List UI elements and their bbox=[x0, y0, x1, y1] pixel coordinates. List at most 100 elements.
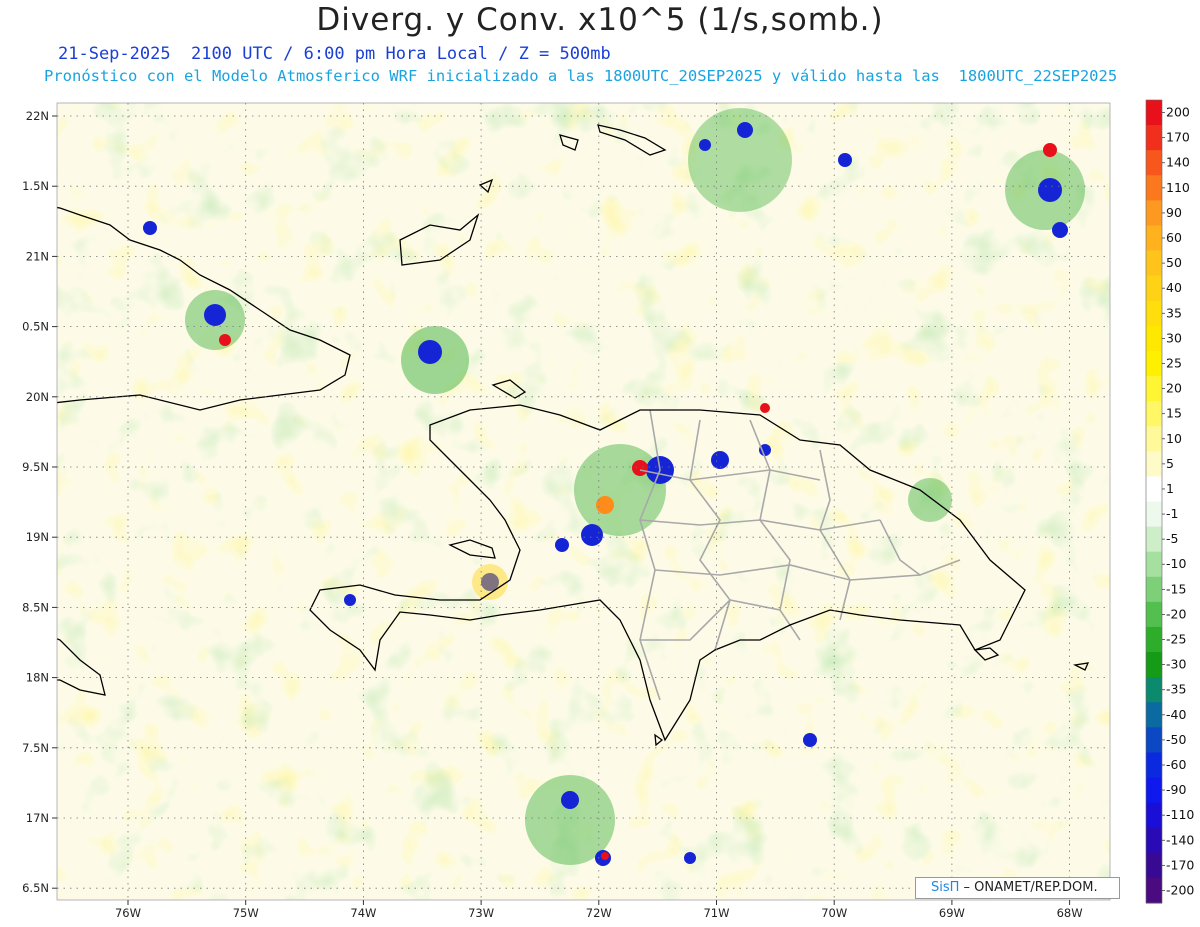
bahama-island-2 bbox=[597, 124, 667, 156]
lat-tick-label: 17N bbox=[26, 811, 49, 825]
colorbar-segment bbox=[1146, 802, 1162, 829]
colorbar-segment bbox=[1146, 551, 1162, 578]
lat-tick-label: 19N bbox=[26, 530, 49, 544]
colorbar-segment bbox=[1146, 727, 1162, 753]
colorbar-label: -200 bbox=[1166, 882, 1194, 897]
colorbar-segment bbox=[1146, 526, 1162, 553]
lon-tick-label: 73W bbox=[468, 906, 494, 920]
colorbar-label: -30 bbox=[1166, 657, 1186, 672]
colorbar-segment bbox=[1146, 601, 1162, 628]
colorbar-segment bbox=[1146, 576, 1162, 603]
colorbar-segment bbox=[1146, 200, 1162, 226]
colorbar-label: 1 bbox=[1166, 481, 1174, 496]
colorbar-segment bbox=[1146, 300, 1162, 327]
colorbar-segment bbox=[1146, 250, 1162, 277]
colorbar-segment bbox=[1146, 827, 1162, 854]
colorbar-segment bbox=[1146, 350, 1162, 377]
colorbar-label: 10 bbox=[1166, 431, 1182, 446]
plot-frame bbox=[56, 102, 1111, 901]
lon-tick-label: 71W bbox=[703, 906, 729, 920]
colorbar-label: 40 bbox=[1166, 280, 1182, 295]
colorbar-label: -140 bbox=[1166, 832, 1194, 847]
saona bbox=[973, 647, 1000, 661]
colorbar-segment bbox=[1146, 652, 1162, 678]
colorbar-label: -60 bbox=[1166, 757, 1186, 772]
convective-cells bbox=[143, 108, 1085, 866]
colorbar-label: 20 bbox=[1166, 381, 1182, 396]
colorbar-segment bbox=[1146, 175, 1162, 201]
lon-tick-label: 68W bbox=[1057, 906, 1083, 920]
lat-tick-label: 8.5N bbox=[22, 600, 49, 614]
colorbar-label: -20 bbox=[1166, 606, 1186, 621]
lon-tick-label: 74W bbox=[350, 906, 376, 920]
tortuga bbox=[491, 379, 527, 399]
colorbar-segment bbox=[1146, 626, 1162, 653]
colorbar-label: -15 bbox=[1166, 581, 1186, 596]
colorbar-segment bbox=[1146, 476, 1162, 502]
colorbar-segment bbox=[1146, 225, 1162, 252]
lon-tick-label: 69W bbox=[939, 906, 965, 920]
hispaniola-coast bbox=[309, 404, 1026, 742]
lat-tick-label: 0.5N bbox=[22, 320, 49, 334]
lon-tick-label: 72W bbox=[586, 906, 612, 920]
longitude-axis: 76W 75W 74W 73W 72W 71W 70W 69W 68W bbox=[115, 900, 1083, 920]
cuba-coast bbox=[57, 206, 351, 411]
graticule bbox=[57, 103, 1110, 900]
colorbar-label: -50 bbox=[1166, 732, 1186, 747]
colorbar-label: 90 bbox=[1166, 205, 1182, 220]
colorbar-segment bbox=[1146, 852, 1162, 879]
colorbar-label: -110 bbox=[1166, 807, 1194, 822]
colorbar-label: 50 bbox=[1166, 255, 1182, 270]
colorbar-segment bbox=[1146, 752, 1162, 779]
colorbar-label: 110 bbox=[1166, 180, 1190, 195]
colorbar-label: 200 bbox=[1166, 105, 1190, 120]
latitude-axis: 22N 1.5N 21N 0.5N 20N 9.5N 19N 8.5N 18N 7.5N 17N 6.… bbox=[22, 109, 57, 895]
colorbar-label: -25 bbox=[1166, 632, 1186, 647]
colorbar-label: 170 bbox=[1166, 130, 1190, 145]
colorbar-segment bbox=[1146, 275, 1162, 302]
colorbar-segment bbox=[1146, 677, 1162, 703]
lat-tick-label: 7.5N bbox=[22, 741, 49, 755]
colorbar-label: 35 bbox=[1166, 305, 1182, 320]
colorbar-label: 30 bbox=[1166, 330, 1182, 345]
colorbar-segment bbox=[1146, 426, 1162, 452]
colorbar-segment bbox=[1146, 125, 1162, 151]
province-boundaries bbox=[639, 409, 961, 701]
colorbar-label: -170 bbox=[1166, 857, 1194, 872]
colorbar-segment bbox=[1146, 401, 1162, 427]
colorbar-label: 60 bbox=[1166, 230, 1182, 245]
credit-text: – ONAMET/REP.DOM. bbox=[959, 880, 1098, 895]
lon-tick-label: 76W bbox=[115, 906, 141, 920]
colorbar-label: 25 bbox=[1166, 355, 1182, 370]
colorbar-segment bbox=[1146, 877, 1162, 904]
lat-tick-label: 9.5N bbox=[22, 460, 49, 474]
colorbar-segment bbox=[1146, 451, 1162, 477]
lon-tick-label: 70W bbox=[821, 906, 847, 920]
colorbar-label: 5 bbox=[1166, 456, 1174, 471]
colorbar-label: -1 bbox=[1166, 506, 1178, 521]
colorbar-label: -10 bbox=[1166, 556, 1186, 571]
colorbar-label: -5 bbox=[1166, 531, 1178, 546]
lat-tick-label: 6.5N bbox=[22, 881, 49, 895]
bahama-island-3 bbox=[559, 134, 579, 151]
colorbar-segment bbox=[1146, 777, 1162, 804]
lon-tick-label: 75W bbox=[233, 906, 259, 920]
colorbar-label: -35 bbox=[1166, 682, 1186, 697]
forecast-time-subtitle: 21-Sep-2025 2100 UTC / 6:00 pm Hora Loca… bbox=[58, 44, 611, 64]
colorbar-segment bbox=[1146, 702, 1162, 728]
chart-title: Diverg. y Conv. x10^5 (1/s,somb.) bbox=[316, 2, 884, 38]
lat-tick-label: 18N bbox=[26, 671, 49, 685]
colorbar-segment bbox=[1146, 325, 1162, 352]
beata bbox=[654, 733, 664, 747]
divergence-field bbox=[57, 103, 1110, 900]
colorbar-label: 140 bbox=[1166, 155, 1190, 170]
colorbar: 200 170 140 110 90 60 50 40 35 30 25 20 15 10 5 1 -1 -5 -1… bbox=[1145, 99, 1194, 904]
colorbar-label: -40 bbox=[1166, 707, 1186, 722]
bahama-island-1 bbox=[399, 213, 480, 266]
colorbar-segment bbox=[1146, 150, 1162, 176]
credit-brand: SisΠ bbox=[931, 880, 960, 895]
great-inagua bbox=[478, 178, 494, 194]
colorbar-segment bbox=[1146, 100, 1162, 126]
colorbar-label: -90 bbox=[1166, 782, 1186, 797]
